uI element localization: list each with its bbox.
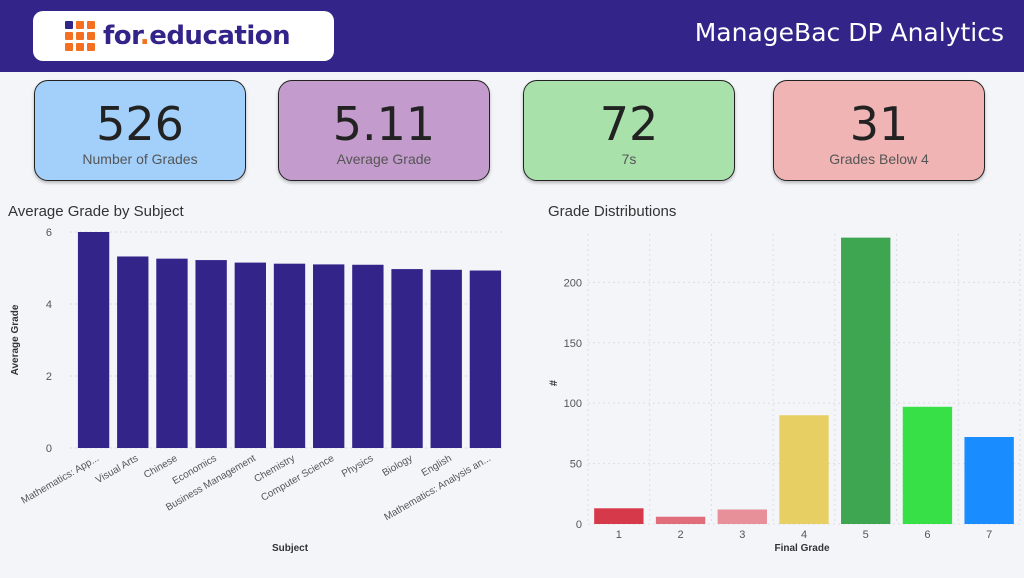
header-bar: for.education ManageBac DP Analytics [0, 0, 1024, 72]
kpi-label: Average Grade [336, 151, 432, 167]
kpi-value: 31 [849, 97, 909, 151]
x-tick-label: 6 [924, 529, 930, 541]
bar-grade-2 [655, 516, 706, 524]
kpi-value: 526 [96, 97, 184, 151]
x-tick-label: 5 [863, 529, 869, 541]
bar-5 [234, 262, 266, 448]
y-tick-label: 100 [564, 398, 582, 410]
x-tick-label: 3 [739, 529, 745, 541]
bar-grade-5 [841, 237, 891, 524]
logo[interactable]: for.education [33, 11, 334, 61]
kpi-card-average-grade: 5.11 Average Grade [278, 80, 490, 181]
y-tick-label: 150 [564, 338, 582, 350]
kpi-label: 7s [621, 151, 637, 167]
bar-9 [391, 269, 423, 448]
x-axis-label: Subject [272, 543, 309, 554]
grade-distribution-chart: 0 50 100 150 200 1 2 3 4 5 6 7 # Final Grade [548, 234, 1021, 554]
kpi-value: 72 [599, 97, 659, 151]
y-tick-label: 4 [46, 299, 52, 311]
bar-1 [77, 232, 110, 448]
y-tick-label: 0 [576, 519, 582, 531]
bar-grade-4 [779, 415, 829, 524]
x-tick-label: Physics [340, 453, 375, 480]
y-axis-label: Average Grade [10, 304, 21, 375]
x-axis-label: Final Grade [774, 543, 829, 554]
kpi-card-grades-below-4: 31 Grades Below 4 [773, 80, 985, 181]
bar-6 [273, 263, 306, 448]
bar-11 [469, 270, 502, 448]
bar-3 [156, 258, 188, 448]
y-tick-label: 200 [564, 277, 582, 289]
y-tick-label: 6 [46, 227, 52, 239]
y-tick-label: 50 [570, 459, 582, 471]
x-tick-label: Computer Science [259, 453, 336, 504]
distribution-chart-title: Grade Distributions [548, 203, 677, 220]
bar-grade-3 [717, 509, 767, 524]
x-tick-label: 4 [801, 529, 807, 541]
x-tick-label: Mathematics: App... [20, 453, 102, 506]
x-tick-label: 7 [986, 529, 992, 541]
x-tick-label: Visual Arts [94, 453, 140, 486]
bar-grade-1 [594, 508, 644, 524]
x-tick-label: 2 [678, 529, 684, 541]
kpi-card-number-of-grades: 526 Number of Grades [34, 80, 246, 181]
logo-grid-icon [65, 21, 95, 51]
y-tick-label: 0 [46, 443, 52, 455]
logo-text: for.education [103, 21, 291, 51]
y-axis-label: # [548, 380, 560, 386]
bar-4 [195, 260, 227, 448]
x-tick-label: 1 [616, 529, 622, 541]
kpi-label: Number of Grades [82, 151, 198, 167]
bar-grade-7 [964, 437, 1014, 524]
y-tick-label: 2 [46, 371, 52, 383]
bar-7 [313, 264, 345, 448]
bar-2 [117, 256, 149, 448]
bar-10 [430, 269, 462, 448]
kpi-card-sevens: 72 7s [523, 80, 735, 181]
bar-grade-6 [902, 406, 953, 524]
app-title: ManageBac DP Analytics [694, 18, 1004, 47]
kpi-label: Grades Below 4 [829, 151, 929, 167]
kpi-value: 5.11 [332, 97, 436, 151]
subject-chart-title: Average Grade by Subject [8, 203, 184, 220]
bar-8 [352, 264, 384, 448]
x-tick-label: Biology [381, 453, 415, 479]
